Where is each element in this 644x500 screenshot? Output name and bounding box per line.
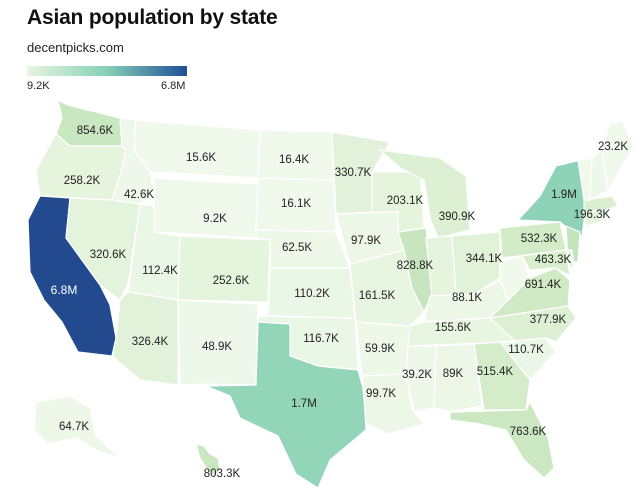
label-CA: 6.8M <box>51 283 78 297</box>
label-IA: 97.9K <box>351 235 381 247</box>
chart-subtitle: decentpicks.com <box>27 40 124 55</box>
chart-title: Asian population by state <box>27 6 278 29</box>
label-NC: 377.9K <box>530 314 567 326</box>
label-HI: 803.3K <box>204 468 241 480</box>
label-ME: 23.2K <box>598 141 628 153</box>
label-SD: 16.1K <box>281 198 311 210</box>
state-GA[interactable] <box>473 341 531 411</box>
label-IL: 828.8K <box>397 260 434 272</box>
state-WY[interactable] <box>153 177 259 239</box>
label-AR: 59.9K <box>365 343 395 355</box>
label-GA: 515.4K <box>477 366 514 378</box>
label-ID: 42.6K <box>124 189 154 201</box>
state-labels: 854.6K 258.2K 6.8M 320.6K 42.6K 15.6K 9.… <box>51 125 629 480</box>
label-WI: 203.1K <box>387 195 424 207</box>
label-TN: 155.6K <box>435 322 472 334</box>
state-DE[interactable] <box>565 249 575 269</box>
label-KY: 88.1K <box>452 292 482 304</box>
label-MA: 196.3K <box>574 209 611 221</box>
label-WY: 9.2K <box>203 213 227 225</box>
label-MT: 15.6K <box>186 152 216 164</box>
state-WA[interactable] <box>55 98 123 147</box>
legend-min-label: 9.2K <box>27 80 50 92</box>
state-ME[interactable] <box>601 119 635 192</box>
label-OK: 116.7K <box>303 333 339 345</box>
label-AZ: 326.4K <box>132 336 169 348</box>
state-AK[interactable] <box>33 395 121 459</box>
state-shapes <box>27 98 635 489</box>
state-IL[interactable] <box>397 227 435 314</box>
state-NM[interactable] <box>177 299 259 386</box>
label-UT: 112.4K <box>142 265 178 277</box>
label-NY: 1.9M <box>551 189 577 201</box>
label-MO: 161.5K <box>359 290 396 302</box>
label-WA: 854.6K <box>77 125 114 137</box>
state-OH[interactable] <box>451 231 501 295</box>
label-MD: 463.3K <box>535 254 572 266</box>
label-MN: 330.7K <box>335 167 372 179</box>
label-NE: 62.5K <box>282 242 312 254</box>
state-MD[interactable] <box>521 249 571 278</box>
label-AL: 89K <box>443 368 464 380</box>
state-WV[interactable] <box>499 255 531 302</box>
label-CO: 252.6K <box>213 275 250 287</box>
state-CO[interactable] <box>177 235 271 303</box>
state-FL[interactable] <box>449 400 555 479</box>
label-VA: 691.4K <box>525 279 562 291</box>
state-HI[interactable] <box>195 443 221 477</box>
label-ND: 16.4K <box>279 154 309 166</box>
state-MT[interactable] <box>133 119 261 179</box>
state-AL[interactable] <box>433 343 483 413</box>
legend-max-label: 6.8M <box>161 80 186 92</box>
state-MS[interactable] <box>405 345 437 413</box>
state-MA[interactable] <box>583 195 619 213</box>
label-TX: 1.7M <box>291 398 317 410</box>
label-PA: 532.3K <box>521 233 558 245</box>
label-MS: 39.2K <box>402 369 432 381</box>
label-MI: 390.9K <box>439 211 476 223</box>
label-FL: 763.6K <box>510 426 547 438</box>
label-NV: 320.6K <box>90 249 127 261</box>
label-LA: 99.7K <box>366 388 396 400</box>
label-OR: 258.2K <box>64 175 101 187</box>
state-TX[interactable] <box>205 321 367 489</box>
legend-color-bar <box>27 66 187 76</box>
label-OH: 344.1K <box>466 253 503 265</box>
label-AK: 64.7K <box>59 421 89 433</box>
label-NM: 48.9K <box>202 341 232 353</box>
label-SC: 110.7K <box>508 344 544 356</box>
label-KS: 110.2K <box>294 288 330 300</box>
